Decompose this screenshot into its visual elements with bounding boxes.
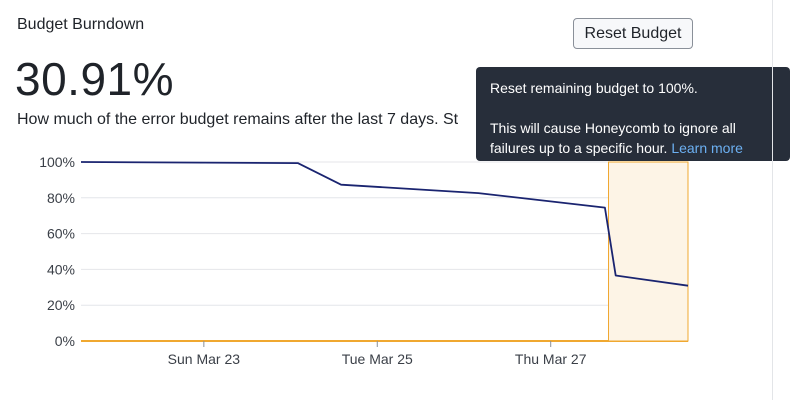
y-tick-label: 40% <box>47 261 75 277</box>
panel-title: Budget Burndown <box>17 16 145 33</box>
x-axis-ticks: Sun Mar 23 Tue Mar 25 Thu Mar 27 <box>168 341 587 367</box>
budget-remaining-value: 30.91% <box>15 53 175 105</box>
reset-budget-tooltip: Reset remaining budget to 100%. This wil… <box>476 67 790 161</box>
chart-grid <box>81 161 688 342</box>
panel-description: How much of the error budget remains aft… <box>17 111 459 128</box>
x-tick-label: Sun Mar 23 <box>168 351 241 367</box>
tooltip-line-1: Reset remaining budget to 100%. <box>490 80 698 96</box>
y-tick-label: 60% <box>47 226 75 242</box>
panel-divider <box>772 0 773 400</box>
y-tick-label: 0% <box>55 333 75 349</box>
chart-series-layer <box>80 161 689 287</box>
reset-budget-button[interactable]: Reset Budget <box>573 18 693 49</box>
y-axis-ticks: 0% 20% 40% 60% 80% 100% <box>39 154 75 349</box>
budget-burndown-panel: Budget Burndown 30.91% How much of the e… <box>15 16 790 367</box>
learn-more-link[interactable]: Learn more <box>671 140 743 156</box>
y-tick-label: 80% <box>47 190 75 206</box>
burndown-chart: 0% 20% 40% 60% 80% 100% Sun Mar 23 Tue Mar 25 T… <box>39 154 689 367</box>
x-tick-label: Tue Mar 25 <box>342 351 413 367</box>
series-line-0 <box>80 161 689 287</box>
x-tick-label: Thu Mar 27 <box>515 351 587 367</box>
tooltip-line-2: This will cause Honeycomb to ignore all … <box>490 120 736 156</box>
chart-highlight-layer <box>608 161 689 342</box>
y-tick-label: 20% <box>47 297 75 313</box>
highlight-range <box>608 161 689 342</box>
y-tick-label: 100% <box>39 154 75 170</box>
